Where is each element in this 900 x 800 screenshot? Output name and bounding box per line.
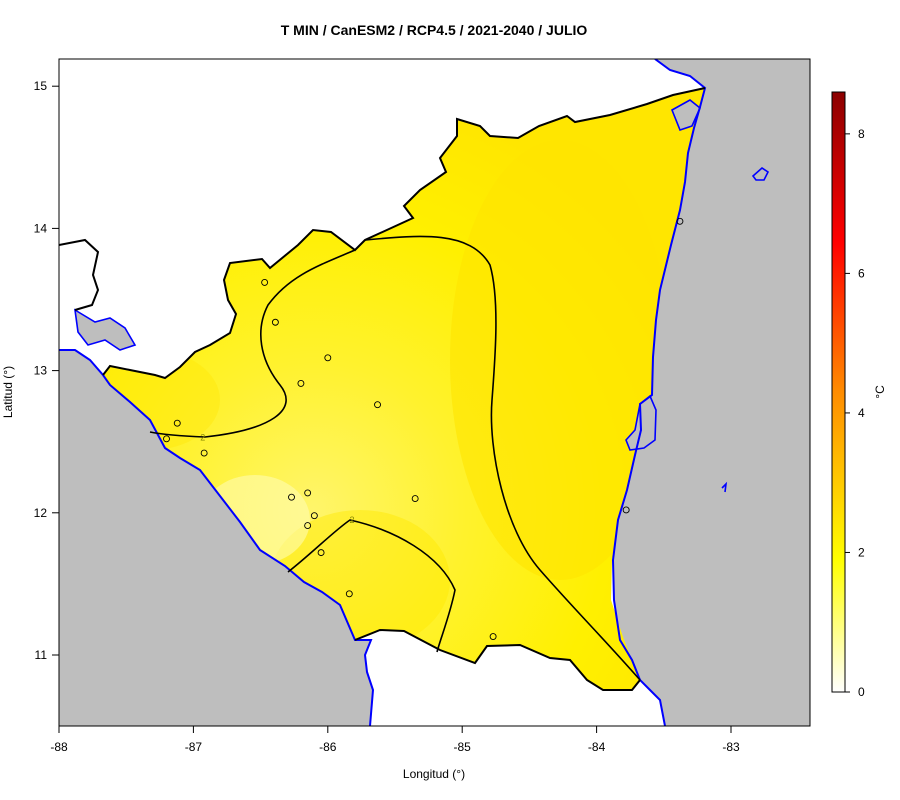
station-marker — [310, 512, 318, 520]
colorbar-tick-label: 6 — [858, 266, 865, 280]
island-corn — [751, 166, 770, 181]
land-caribbean — [613, 59, 810, 726]
y-tick-label: 13 — [34, 364, 48, 378]
y-tick-label: 15 — [34, 79, 48, 93]
y-tick-label: 11 — [35, 648, 48, 662]
island-small — [721, 481, 728, 493]
colorbar-tick-label: 8 — [858, 127, 865, 141]
colorbar — [831, 91, 846, 693]
x-tick-label: -86 — [319, 740, 337, 754]
station-marker — [317, 549, 325, 557]
heat-core-east — [450, 140, 670, 580]
station-marker — [261, 278, 269, 286]
coastal-lagoon — [670, 99, 701, 131]
contour-label: 2 — [200, 432, 205, 442]
chart-title: T MIN / CanESM2 / RCP4.5 / 2021-2040 / J… — [281, 22, 588, 38]
x-tick-label: -85 — [454, 740, 472, 754]
station-marker — [676, 217, 684, 225]
station-marker — [297, 379, 305, 387]
contour-line-south — [287, 519, 456, 653]
colorbar-tick-label: 2 — [858, 545, 865, 559]
border-honduras-west — [59, 238, 100, 311]
land-honduras — [59, 59, 705, 378]
x-tick-label: -88 — [50, 740, 68, 754]
station-marker — [304, 489, 312, 497]
colorbar-tick-label: 4 — [858, 406, 865, 420]
x-axis-label: Longitud (°) — [403, 767, 465, 781]
station-marker — [173, 419, 181, 427]
y-tick-label: 12 — [34, 506, 48, 520]
station-marker — [345, 590, 353, 598]
station-marker — [163, 435, 170, 443]
station-marker — [271, 318, 279, 326]
y-axis-label: Latitud (°) — [1, 366, 15, 418]
station-marker — [374, 401, 381, 409]
contour-line-north — [149, 249, 356, 438]
y-tick-label: 14 — [34, 221, 48, 235]
x-tick-label: -87 — [185, 740, 203, 754]
station-marker — [304, 522, 312, 530]
station-marker — [622, 506, 630, 514]
border-south — [354, 628, 641, 691]
caribbean-coast-line — [611, 59, 707, 726]
x-tick-label: -83 — [722, 740, 740, 754]
station-marker — [288, 493, 295, 501]
station-marker — [411, 495, 419, 503]
station-marker — [489, 633, 497, 640]
colorbar-label: °C — [873, 385, 887, 399]
contour-label: 2 — [349, 515, 354, 525]
colorbar-tick-label: 0 — [858, 685, 865, 699]
station-marker — [200, 449, 208, 457]
station-marker — [324, 354, 332, 362]
land-pacific — [59, 350, 373, 726]
pacific-coast-line — [59, 349, 375, 726]
x-tick-label: -84 — [588, 740, 606, 754]
lake-managua — [73, 308, 137, 351]
contour-line-east — [364, 235, 641, 681]
